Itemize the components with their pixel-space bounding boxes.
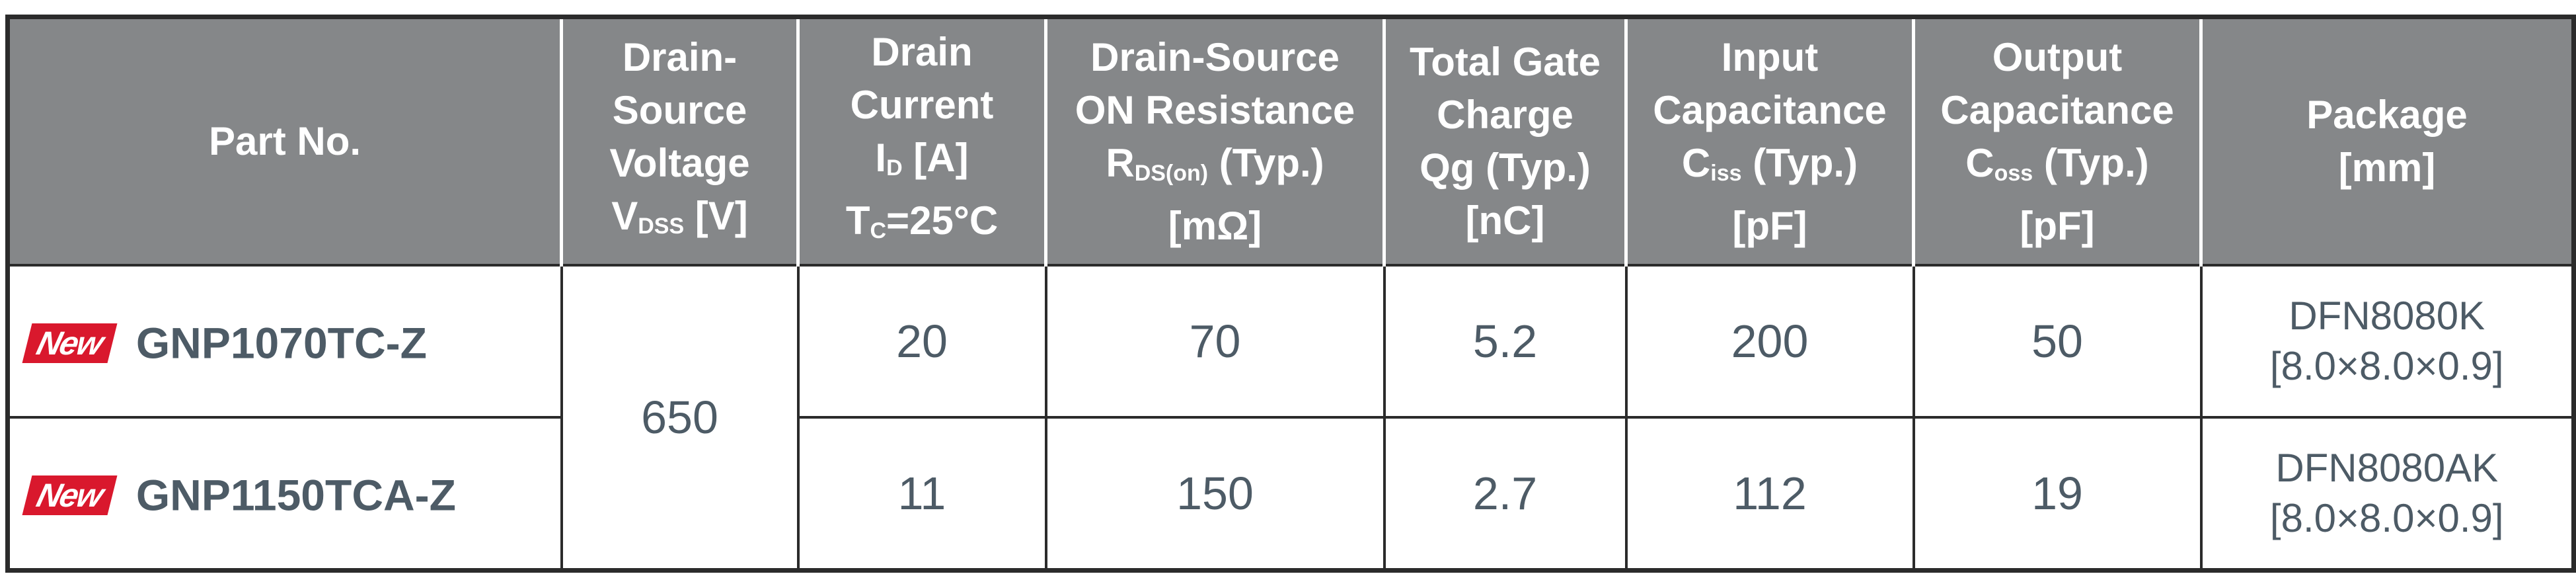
part-cell: New GNP1150TCA-Z bbox=[6, 416, 563, 572]
header-text: I bbox=[875, 136, 887, 180]
spec-table: Part No. Drain- Source Voltage VDSS [V] Drain… bbox=[5, 15, 2576, 573]
value-cell: 5.2 bbox=[1383, 264, 1628, 419]
value-cell: 20 bbox=[796, 264, 1047, 419]
header-text: Input bbox=[1721, 34, 1819, 79]
table-header: Part No. Drain- Source Voltage VDSS [V] Drain… bbox=[7, 17, 2574, 265]
new-badge: New bbox=[22, 323, 118, 363]
subscript: D bbox=[886, 155, 903, 181]
header-cell: Part No. bbox=[7, 17, 562, 265]
header-text: Voltage bbox=[609, 140, 750, 185]
header-row: Part No. Drain- Source Voltage VDSS [V] Drain… bbox=[7, 17, 2574, 265]
package-text: DFN8080AK bbox=[2275, 446, 2499, 490]
header-text: Qg (Typ.) bbox=[1420, 145, 1591, 190]
header-cell: Input Capacitance Ciss (Typ.) [pF] bbox=[1624, 17, 1914, 265]
value-cell: 11 bbox=[796, 416, 1047, 572]
header-text: (Typ.) bbox=[1208, 140, 1324, 185]
header-text: (Typ.) bbox=[1741, 140, 1858, 185]
header-text: [nC] bbox=[1465, 198, 1545, 243]
header-text: T bbox=[845, 198, 870, 243]
package-text: DFN8080K bbox=[2289, 294, 2485, 338]
subscript: oss bbox=[1994, 160, 2033, 186]
package-cell: DFN8080K [8.0×8.0×0.9] bbox=[2199, 264, 2575, 419]
header-text: Part No. bbox=[208, 119, 361, 163]
subscript: iss bbox=[1710, 160, 1742, 186]
value-cell: 112 bbox=[1624, 416, 1915, 572]
table-row: New GNP1070TC-Z 650 20 70 5.2 200 50 DFN8080K [8.… bbox=[6, 264, 2575, 572]
header-text: Source bbox=[612, 87, 747, 132]
subscript: DS(on) bbox=[1134, 160, 1209, 186]
header-cell: Drain-Source ON Resistance RDS(on) (Typ.) [… bbox=[1044, 17, 1384, 265]
value-cell: 50 bbox=[1912, 264, 2203, 419]
header-text: (Typ.) bbox=[2033, 140, 2149, 185]
header-text: Current bbox=[850, 83, 994, 127]
header-text: C bbox=[1681, 140, 1711, 185]
header-text: Drain-Source bbox=[1090, 34, 1340, 79]
header-text: Charge bbox=[1437, 93, 1573, 137]
header-cell: Output Capacitance Coss (Typ.) [pF] bbox=[1912, 17, 2201, 265]
package-text: [8.0×8.0×0.9] bbox=[2269, 496, 2504, 540]
header-text: [V] bbox=[684, 193, 748, 238]
header-cell: Drain Current ID [A] TC=25°C bbox=[796, 17, 1046, 265]
header-text: =25°C bbox=[886, 198, 999, 243]
header-text: [A] bbox=[902, 136, 969, 180]
value-cell: 150 bbox=[1044, 416, 1386, 572]
header-text: C bbox=[1965, 140, 1994, 185]
header-text: Drain- bbox=[622, 34, 738, 79]
header-text: Output bbox=[1992, 34, 2123, 79]
header-text: [pF] bbox=[2020, 203, 2095, 248]
header-text: [pF] bbox=[1732, 203, 1807, 248]
table-row: New GNP1150TCA-Z 11 150 2.7 112 19 DFN8080AK [8.… bbox=[6, 416, 2575, 572]
value-cell: 70 bbox=[1044, 264, 1386, 419]
header-text: [mm] bbox=[2338, 145, 2436, 190]
header-text: Total Gate bbox=[1410, 40, 1601, 84]
header-text: R bbox=[1106, 140, 1135, 185]
header-text: V bbox=[611, 193, 638, 238]
voltage-cell: 650 bbox=[560, 264, 800, 572]
new-badge: New bbox=[22, 475, 118, 515]
header-text: Package bbox=[2306, 93, 2468, 137]
subscript: C bbox=[870, 218, 887, 243]
header-cell: Total Gate Charge Qg (Typ.) [nC] bbox=[1383, 17, 1626, 265]
value-cell: 19 bbox=[1912, 416, 2203, 572]
value-cell: 2.7 bbox=[1383, 416, 1628, 572]
header-text: Drain bbox=[871, 30, 973, 74]
part-number: GNP1150TCA-Z bbox=[135, 470, 456, 520]
part-cell: New GNP1070TC-Z bbox=[6, 264, 563, 419]
header-text: ON Resistance bbox=[1075, 87, 1355, 132]
package-text: [8.0×8.0×0.9] bbox=[2269, 344, 2504, 388]
header-text: [mΩ] bbox=[1168, 203, 1262, 248]
header-text: Capacitance bbox=[1940, 87, 2174, 132]
part-number: GNP1070TC-Z bbox=[135, 318, 427, 368]
package-cell: DFN8080AK [8.0×8.0×0.9] bbox=[2199, 416, 2575, 572]
subscript: DSS bbox=[638, 213, 685, 239]
header-cell: Drain- Source Voltage VDSS [V] bbox=[560, 17, 798, 265]
header-text: Capacitance bbox=[1653, 87, 1887, 132]
header-cell: Package [mm] bbox=[2199, 17, 2574, 265]
value-cell: 200 bbox=[1624, 264, 1915, 419]
table-body: New GNP1070TC-Z 650 20 70 5.2 200 50 DFN8080K [8.… bbox=[6, 264, 2575, 572]
